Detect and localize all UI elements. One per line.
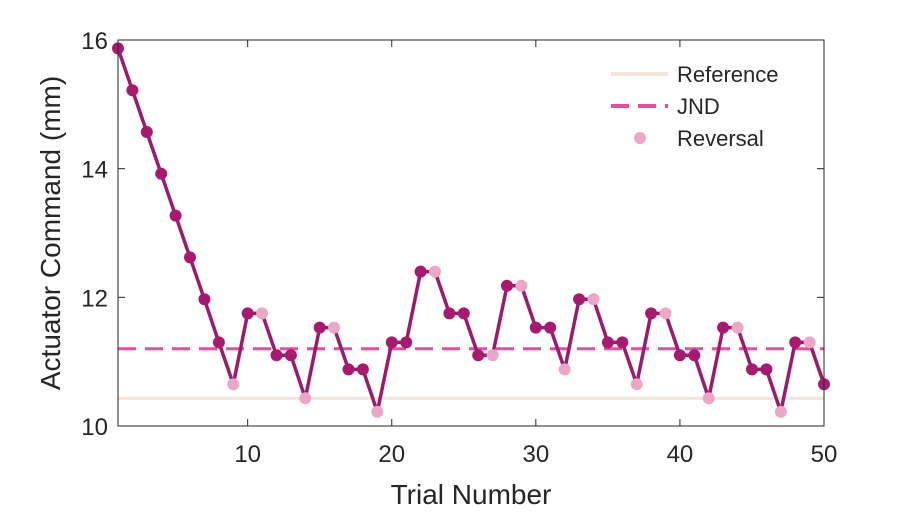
reversal-marker xyxy=(515,279,528,292)
reversal-marker xyxy=(558,363,571,376)
trial-marker xyxy=(140,126,153,138)
plot-layer xyxy=(112,42,830,418)
trial-marker xyxy=(385,336,398,349)
y-tick-label: 10 xyxy=(81,414,108,441)
trial-marker xyxy=(717,321,730,334)
reversal-marker xyxy=(587,293,600,306)
trial-marker xyxy=(414,265,427,278)
trial-marker xyxy=(746,363,758,376)
trial-marker xyxy=(212,336,225,349)
legend: Reference JND Reversal xyxy=(611,62,779,151)
trial-marker xyxy=(529,321,542,334)
reversal-marker xyxy=(774,405,787,418)
x-tick-label: 20 xyxy=(378,441,405,468)
trial-marker xyxy=(673,349,686,362)
trial-marker xyxy=(342,363,355,376)
x-axis-label: Trial Number xyxy=(391,479,552,510)
trial-marker xyxy=(688,349,701,362)
plot-frame xyxy=(117,39,825,427)
legend-reversal-marker xyxy=(634,132,646,144)
reversal-marker xyxy=(486,349,499,362)
trial-marker xyxy=(501,279,513,292)
y-tick-label: 16 xyxy=(81,28,108,55)
reversal-marker xyxy=(256,307,269,320)
trial-marker xyxy=(241,307,254,320)
x-tick-label: 50 xyxy=(811,441,838,468)
reversal-marker xyxy=(702,392,715,405)
trial-marker xyxy=(645,307,658,320)
trial-marker xyxy=(601,336,614,349)
x-tick-label: 10 xyxy=(234,441,261,468)
legend-reference-label: Reference xyxy=(677,62,779,87)
trial-marker xyxy=(356,363,369,376)
trial-marker xyxy=(198,293,211,306)
reversal-marker xyxy=(328,321,341,334)
reversal-marker xyxy=(659,307,672,320)
trial-marker xyxy=(184,251,196,264)
trial-marker xyxy=(760,363,773,376)
trial-marker xyxy=(284,349,297,362)
trial-marker xyxy=(457,307,470,320)
trial-marker xyxy=(472,349,485,362)
reversal-marker xyxy=(803,336,816,349)
trial-series-line xyxy=(116,47,826,414)
x-tick-label: 40 xyxy=(667,441,694,468)
trial-marker xyxy=(573,293,586,306)
reversal-marker xyxy=(371,405,384,418)
legend-reversal-label: Reversal xyxy=(677,126,764,151)
reversal-marker xyxy=(299,392,312,405)
y-tick-label: 14 xyxy=(81,157,108,184)
reversal-marker xyxy=(429,265,441,278)
reversal-marker xyxy=(731,321,744,334)
trial-marker xyxy=(616,336,629,349)
x-tick-label: 30 xyxy=(522,441,549,468)
trial-marker xyxy=(544,321,557,334)
trial-marker xyxy=(270,349,283,362)
trial-marker xyxy=(443,307,456,320)
trial-marker xyxy=(155,167,168,180)
trial-marker xyxy=(169,209,182,222)
axis-ticks: 10 20 30 40 50 10 12 14 16 xyxy=(81,28,837,468)
reversal-marker xyxy=(227,378,240,391)
reversal-marker xyxy=(630,378,643,391)
trial-marker xyxy=(400,336,413,349)
trial-marker xyxy=(126,84,139,97)
y-axis-label: Actuator Command (mm) xyxy=(35,76,66,390)
y-tick-label: 12 xyxy=(81,285,108,312)
legend-jnd-label: JND xyxy=(677,94,720,119)
trial-marker xyxy=(789,336,802,349)
trial-marker xyxy=(313,321,326,334)
